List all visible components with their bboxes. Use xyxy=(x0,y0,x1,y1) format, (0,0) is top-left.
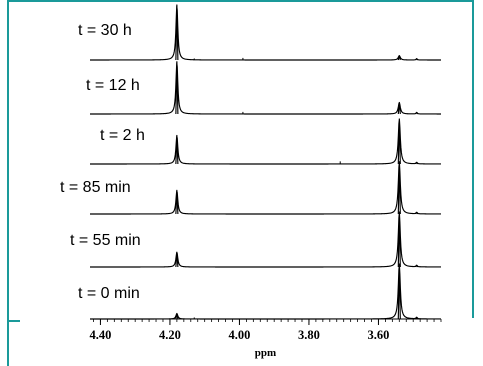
spectrum-trace xyxy=(90,264,441,319)
panel-label: t = 55 min xyxy=(70,232,141,249)
tick-label: 4.40 xyxy=(89,328,111,342)
spectrum-panel: t = 30 h xyxy=(78,5,441,60)
spectrum-panel: t = 2 h xyxy=(90,119,441,164)
spectra-panels: t = 30 h t = 12 h t = 2 h t = 85 min t = 55 … xyxy=(60,5,441,319)
tick-label: 4.00 xyxy=(228,328,250,342)
panel-label: t = 12 h xyxy=(86,77,140,94)
spectrum-panel: t = 85 min xyxy=(60,162,441,214)
spectrum-trace xyxy=(90,5,441,60)
tick-label: 4.20 xyxy=(159,328,181,342)
spectrum-trace xyxy=(90,212,441,267)
spectrum-panel: t = 0 min xyxy=(78,264,441,319)
tick-label: 3.60 xyxy=(368,328,390,342)
panel-label: t = 2 h xyxy=(100,127,145,144)
spectrum-panel: t = 55 min xyxy=(70,212,441,267)
spectrum-trace xyxy=(90,62,441,114)
panel-label: t = 30 h xyxy=(78,22,132,39)
axis-title: ppm xyxy=(255,347,276,359)
spectrum-trace xyxy=(90,162,441,214)
tick-label: 3.80 xyxy=(298,328,320,342)
panel-label: t = 0 min xyxy=(78,285,140,302)
panel-label: t = 85 min xyxy=(60,179,131,196)
spectrum-panel: t = 12 h xyxy=(86,62,441,114)
